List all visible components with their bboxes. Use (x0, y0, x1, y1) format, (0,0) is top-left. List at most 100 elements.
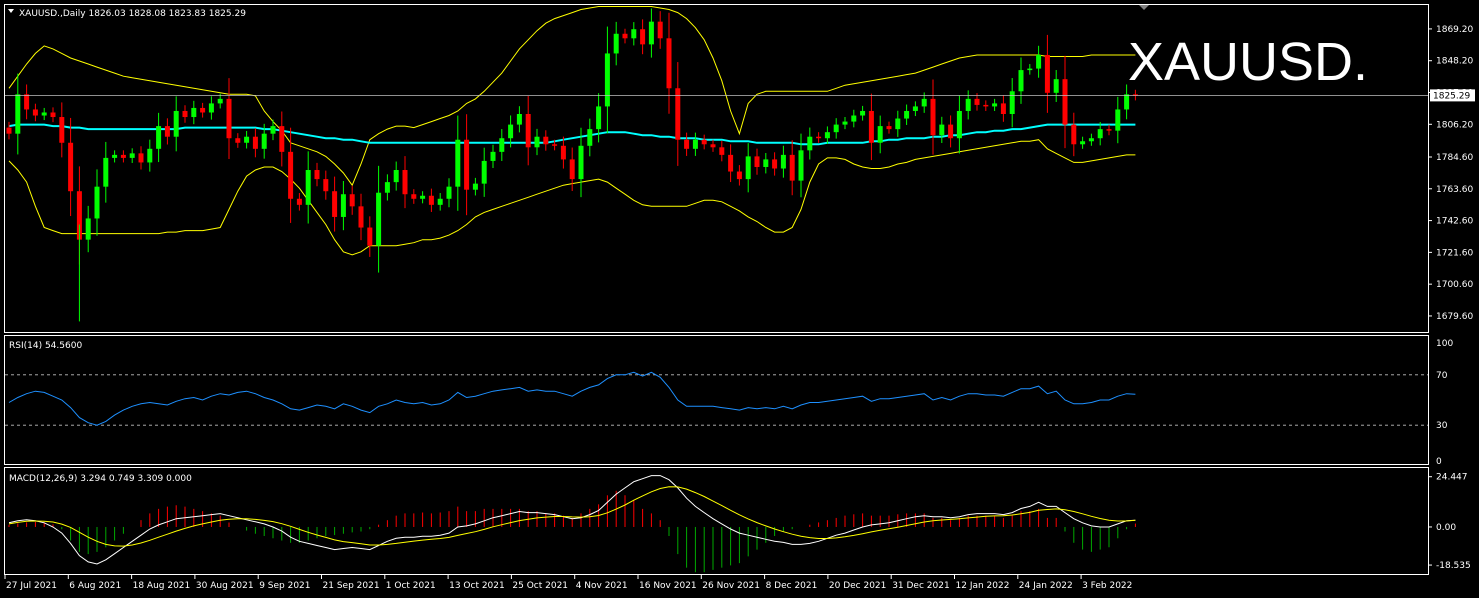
bull-candle (578, 127, 584, 198)
candle-body (191, 107, 197, 118)
bear-candle (1044, 34, 1050, 113)
bollinger-upper-band (8, 6, 1136, 187)
candle-body (534, 136, 540, 148)
price-tick-label: 1679.60 (1436, 312, 1473, 322)
bear-candle (622, 28, 628, 44)
bear-candle (182, 105, 188, 123)
candle-body (604, 53, 610, 107)
macd-line (8, 475, 1136, 565)
bear-candle (226, 78, 232, 159)
candle-body (384, 182, 390, 193)
candle-body (666, 38, 672, 89)
candle-body (868, 110, 874, 143)
candle-body (85, 218, 91, 240)
rsi-panel[interactable]: RSI(14) 54.5600 100 70 30 0 (4, 335, 1454, 468)
date-tick-label: 31 Dec 2021 (892, 581, 950, 591)
bull-candle (103, 141, 109, 203)
candle-body (939, 124, 945, 136)
bull-candle (1053, 70, 1059, 102)
bull-candle (217, 93, 223, 109)
date-tick-label: 4 Nov 2021 (576, 581, 628, 591)
candle-body (710, 144, 716, 148)
candle-body (226, 98, 232, 139)
date-tick-label: 27 Jul 2021 (6, 581, 57, 591)
candle-body (516, 114, 522, 125)
bear-candle (296, 193, 302, 211)
candlesticks (6, 8, 1138, 322)
bear-candle (314, 162, 320, 187)
bear-candle (983, 100, 989, 111)
bull-candle (824, 126, 830, 144)
bear-candle (428, 188, 434, 212)
candle-body (41, 112, 47, 116)
rsi-tick-label: 70 (1436, 371, 1448, 381)
candle-body (780, 154, 786, 169)
bull-candle (446, 178, 452, 208)
bear-candle (675, 62, 681, 166)
bull-candle (534, 128, 540, 156)
bull-candle (692, 132, 698, 156)
candle-body (1097, 129, 1103, 139)
candle-body (235, 138, 241, 143)
bear-candle (701, 134, 707, 150)
candle-body (244, 136, 250, 143)
candle-body (851, 115, 857, 122)
bear-candle (323, 170, 329, 200)
candle-body (569, 159, 575, 180)
bull-candle (1088, 133, 1094, 146)
bear-candle (349, 185, 355, 215)
candle-body (763, 159, 769, 167)
date-tick-label: 21 Sep 2021 (323, 581, 380, 591)
candle-body (560, 145, 566, 160)
candle-body (948, 124, 954, 139)
candle-body (833, 124, 839, 133)
bear-candle (543, 130, 549, 151)
dropdown-triangle-icon[interactable] (8, 9, 14, 13)
date-tick-label: 3 Feb 2022 (1082, 581, 1132, 591)
candle-body (701, 139, 707, 145)
bear-candle (552, 139, 558, 151)
bear-candle (728, 144, 734, 183)
bear-candle (1062, 55, 1068, 149)
candle-body (1115, 109, 1121, 131)
candle-body (279, 126, 285, 152)
bull-candle (191, 100, 197, 125)
bear-candle (710, 139, 716, 152)
price-tick-label: 1784.60 (1436, 153, 1473, 163)
candle-body (1071, 124, 1077, 145)
candle-body (798, 150, 804, 181)
bull-candle (895, 110, 901, 137)
bear-candle (886, 121, 892, 134)
candle-body (895, 118, 901, 130)
symbol-header[interactable]: XAUUSD.,Daily 1826.03 1828.08 1823.83 18… (8, 9, 246, 19)
macd-tick-label: 0.00 (1436, 523, 1456, 533)
candle-body (481, 160, 487, 184)
candle-body (182, 110, 188, 118)
bull-candle (41, 107, 47, 121)
candle-body (648, 21, 654, 45)
candle-body (886, 126, 892, 130)
candle-body (1106, 129, 1112, 131)
bull-candle (455, 115, 461, 211)
macd-panel-frame (4, 467, 1429, 575)
price-panel[interactable]: 1869.201848.201827.201806.201784.601763.… (4, 4, 1476, 333)
rsi-line (8, 371, 1136, 426)
macd-panel[interactable]: MACD(12,26,9) 3.294 0.749 3.309 0.000 24… (4, 467, 1471, 575)
bull-candle (85, 205, 91, 253)
bull-candle (1027, 64, 1033, 75)
candle-body (455, 139, 461, 187)
candle-body (164, 126, 170, 137)
candle-body (68, 142, 74, 192)
bear-candle (288, 127, 294, 223)
scroll-shift-marker-icon[interactable] (1139, 5, 1149, 10)
bear-candle (772, 152, 778, 176)
bull-candle (807, 127, 813, 160)
candle-body (728, 154, 734, 172)
candle-body (50, 112, 56, 118)
candle-body (816, 136, 822, 139)
candle-body (1088, 138, 1094, 142)
candle-body (393, 170, 399, 183)
candle-body (719, 147, 725, 155)
candle-body (956, 110, 962, 139)
